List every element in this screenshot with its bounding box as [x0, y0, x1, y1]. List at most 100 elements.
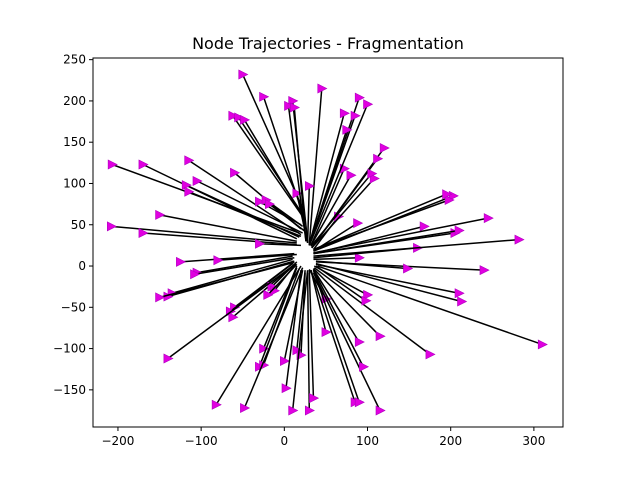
trajectory-end-marker [373, 153, 384, 164]
trajectory-line [315, 265, 367, 302]
trajectory-end-marker [255, 238, 266, 249]
chart-title: Node Trajectories - Fragmentation [192, 34, 464, 53]
trajectory [312, 268, 365, 347]
trajectory [255, 238, 301, 249]
trajectory-line [243, 267, 304, 409]
plot-frame [92, 57, 564, 428]
trajectory [315, 265, 372, 306]
trajectory [308, 270, 320, 404]
trajectory-end-marker [363, 99, 374, 110]
trajectory-line [313, 222, 358, 252]
trajectory-end-marker [155, 292, 166, 303]
trajectory-end-marker [419, 221, 430, 232]
trajectory-end-marker [454, 225, 465, 236]
trajectory-end-marker [454, 288, 465, 299]
trajectory [304, 272, 315, 416]
trajectory-line [310, 269, 327, 333]
trajectory-end-marker [444, 195, 455, 205]
trajectory [313, 225, 465, 255]
trajectory [308, 83, 328, 245]
trajectory [310, 269, 332, 338]
trajectory-line [291, 270, 309, 411]
trajectory [313, 267, 436, 360]
trajectory-line [287, 105, 307, 242]
trajectory-end-marker [448, 190, 459, 201]
trajectory-end-marker [228, 110, 239, 121]
trajectory-end-marker [354, 92, 365, 103]
trajectory [308, 99, 374, 246]
trajectory [107, 221, 297, 244]
trajectory-line [308, 113, 345, 245]
trajectory-end-marker [457, 296, 468, 307]
trajectory-layer [107, 69, 548, 416]
trajectory [259, 265, 298, 354]
trajectory-end-marker [107, 221, 117, 232]
trajectory-end-marker [354, 252, 365, 263]
trajectory [312, 272, 386, 416]
trajectory [138, 159, 298, 240]
trajectory-end-marker [304, 180, 315, 191]
trajectory-end-marker [240, 403, 251, 413]
trajectory-line [296, 270, 306, 351]
trajectory-end-marker [270, 285, 281, 296]
trajectory [313, 213, 494, 254]
trajectory-end-marker [442, 189, 453, 200]
trajectory-line [308, 129, 348, 245]
trajectory-end-marker [379, 142, 390, 153]
trajectory-line [285, 270, 302, 389]
trajectory [184, 186, 302, 238]
axis-ticks: −200 −100 0 100 200 300 −150 −100 −50 0 50 100 150 20… [53, 53, 545, 448]
trajectory [311, 173, 380, 249]
trajectory [315, 260, 414, 274]
trajectory-line [310, 269, 356, 403]
trajectory [313, 195, 455, 251]
trajectory-end-marker [317, 83, 328, 94]
trajectory-line [306, 272, 311, 411]
trajectory [155, 261, 293, 303]
trajectory-line [242, 74, 304, 209]
trajectory-end-marker [281, 383, 292, 394]
trajectory-line [194, 257, 295, 276]
trajectory [211, 265, 302, 410]
trajectory [310, 168, 378, 247]
y-tick-label: 50 [71, 218, 86, 232]
trajectory [312, 267, 386, 342]
trajectory [290, 102, 307, 242]
trajectory [265, 199, 306, 232]
trajectory [240, 267, 304, 413]
trajectory-end-marker [339, 108, 350, 119]
trajectory [313, 252, 365, 263]
trajectory-end-marker [265, 199, 276, 210]
trajectory-line [312, 267, 381, 337]
trajectory [281, 270, 302, 394]
trajectory-end-marker [288, 405, 299, 416]
trajectory-end-marker [514, 234, 525, 245]
trajectory-line [310, 174, 352, 246]
trajectory-end-marker [228, 312, 239, 323]
trajectory-end-marker [263, 289, 274, 300]
trajectory [304, 180, 315, 243]
x-tick-label: −200 [101, 434, 134, 448]
trajectory-end-marker [280, 355, 290, 366]
trajectory-end-marker [184, 155, 195, 166]
trajectory-end-marker [342, 124, 353, 135]
trajectory [155, 209, 297, 242]
trajectory-end-marker [290, 102, 300, 113]
trajectory [312, 269, 365, 408]
trajectory-line [267, 263, 298, 296]
trajectory-line [259, 242, 301, 247]
trajectory-line [311, 178, 375, 249]
trajectory-end-marker [292, 188, 303, 199]
trajectory-end-marker [375, 331, 386, 342]
trajectory-line [308, 103, 369, 246]
trajectory [138, 228, 297, 246]
trajectory [213, 253, 297, 266]
trajectory-end-marker [367, 168, 378, 179]
trajectory-end-marker [359, 361, 370, 372]
trajectory-end-marker [211, 399, 222, 410]
trajectory-end-marker [138, 228, 149, 238]
trajectory [263, 263, 298, 300]
axes [92, 57, 564, 428]
trajectory [313, 218, 364, 252]
trajectory-end-marker [354, 397, 365, 408]
